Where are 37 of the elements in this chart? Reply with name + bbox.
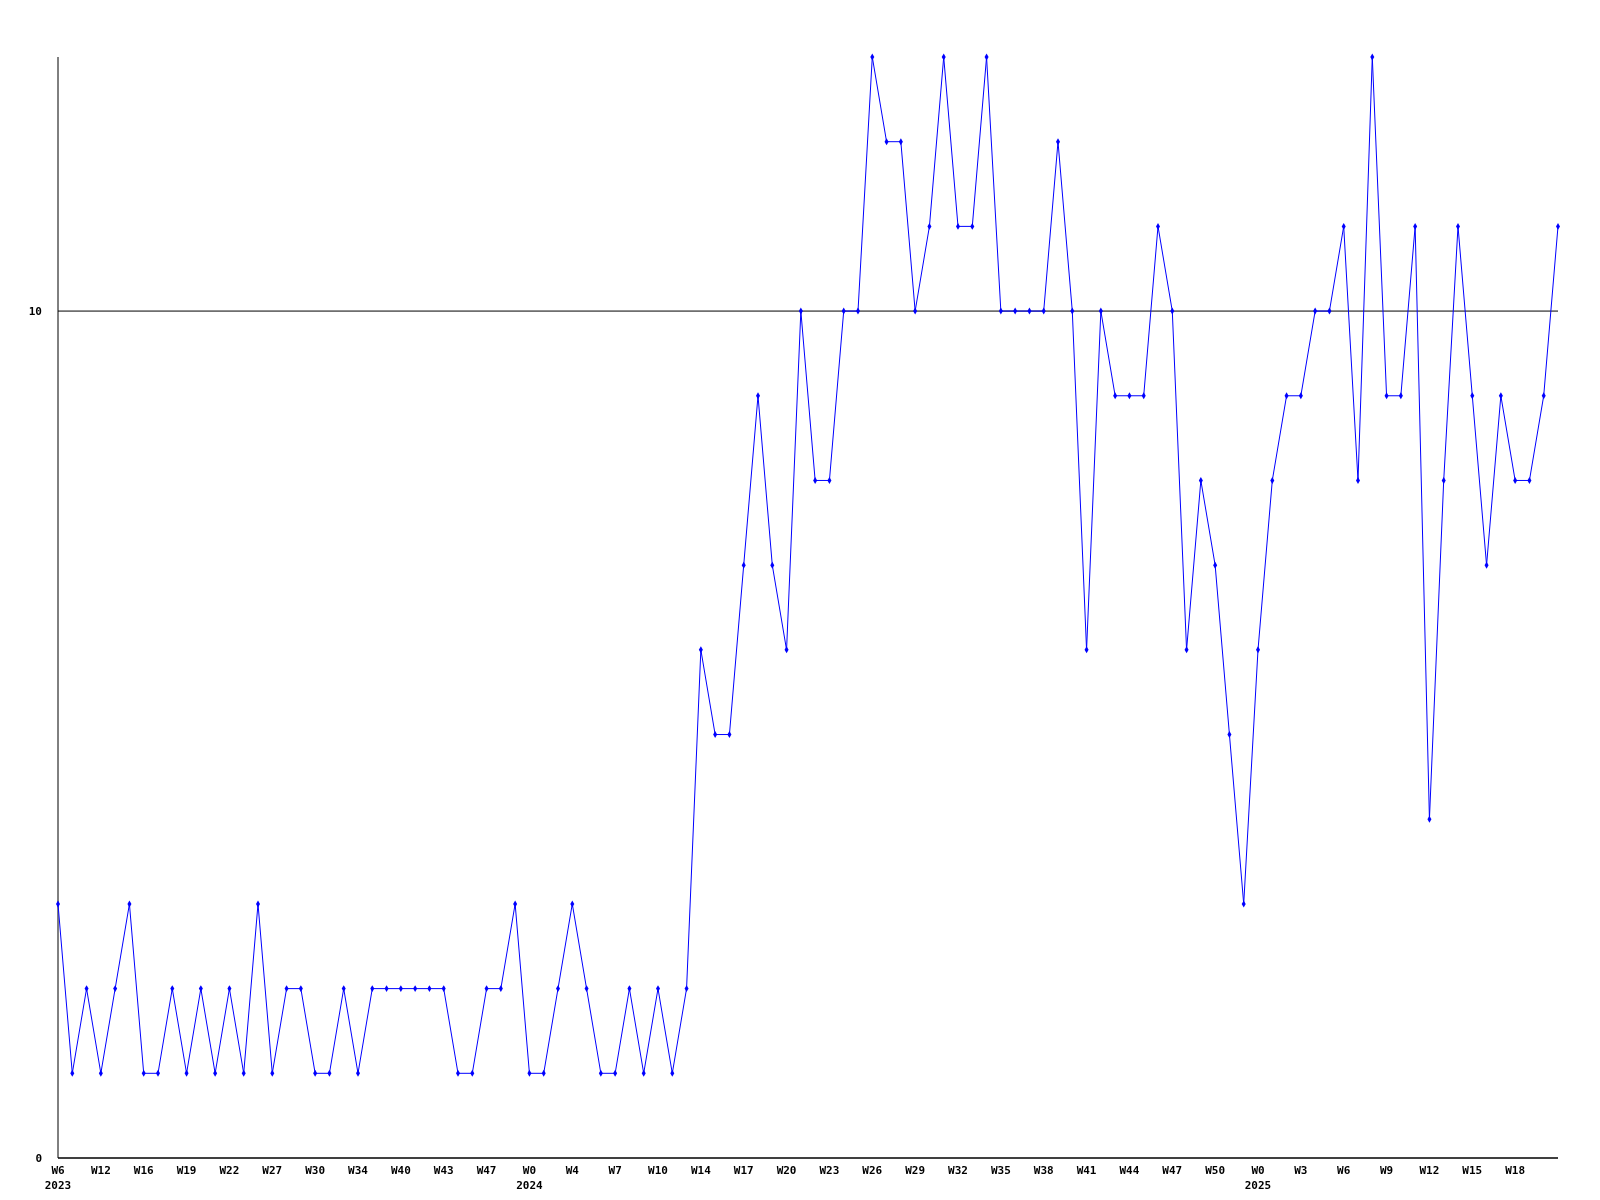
x-tick-label: W29	[905, 1164, 926, 1177]
x-tick-label: W23	[819, 1164, 840, 1177]
x-tick-label: W9	[1379, 1164, 1394, 1177]
x-tick-label: W12	[1419, 1164, 1440, 1177]
x-tick-label: W26	[862, 1164, 883, 1177]
x-tick-label: W10	[648, 1164, 668, 1177]
x-tick-label: W22	[219, 1164, 240, 1177]
x-tick-label: W16	[133, 1164, 155, 1177]
x-tick-label: W44	[1119, 1164, 1140, 1177]
x-tick-label: W18	[1505, 1164, 1526, 1177]
x-tick-label: W27	[262, 1164, 283, 1177]
x-tick-label: W3	[1294, 1164, 1308, 1177]
x-tick-label: W47	[476, 1164, 497, 1177]
x-tick-label: W6 2023	[44, 1164, 72, 1192]
x-tick-label: W50	[1205, 1164, 1226, 1177]
x-tick-label: W15	[1462, 1164, 1483, 1177]
x-tick-label: W40	[390, 1164, 411, 1177]
x-tick-label: W20	[776, 1164, 797, 1177]
x-tick-label: W35	[990, 1164, 1011, 1177]
x-tick-label: W0 2024	[516, 1164, 544, 1192]
x-tick-label: W7	[608, 1164, 622, 1177]
y-tick-label: 0	[35, 1151, 42, 1165]
x-tick-label: W14	[690, 1164, 712, 1177]
x-tick-label: W4	[565, 1164, 580, 1177]
x-tick-label: W17	[733, 1164, 754, 1177]
x-tick-label: W41	[1076, 1164, 1097, 1177]
x-tick-label: W12	[90, 1164, 111, 1177]
x-tick-label: W30	[305, 1164, 326, 1177]
y-tick-label: 10	[28, 304, 42, 318]
x-tick-label: W0 2025	[1244, 1164, 1272, 1192]
x-tick-label: W19	[176, 1164, 197, 1177]
x-tick-label: W34	[348, 1164, 369, 1177]
x-tick-label: W32	[948, 1164, 968, 1177]
x-tick-label: W43	[433, 1164, 454, 1177]
x-tick-label: W47	[1162, 1164, 1183, 1177]
x-tick-label: W6	[1337, 1164, 1351, 1177]
x-tick-label: W38	[1033, 1164, 1054, 1177]
